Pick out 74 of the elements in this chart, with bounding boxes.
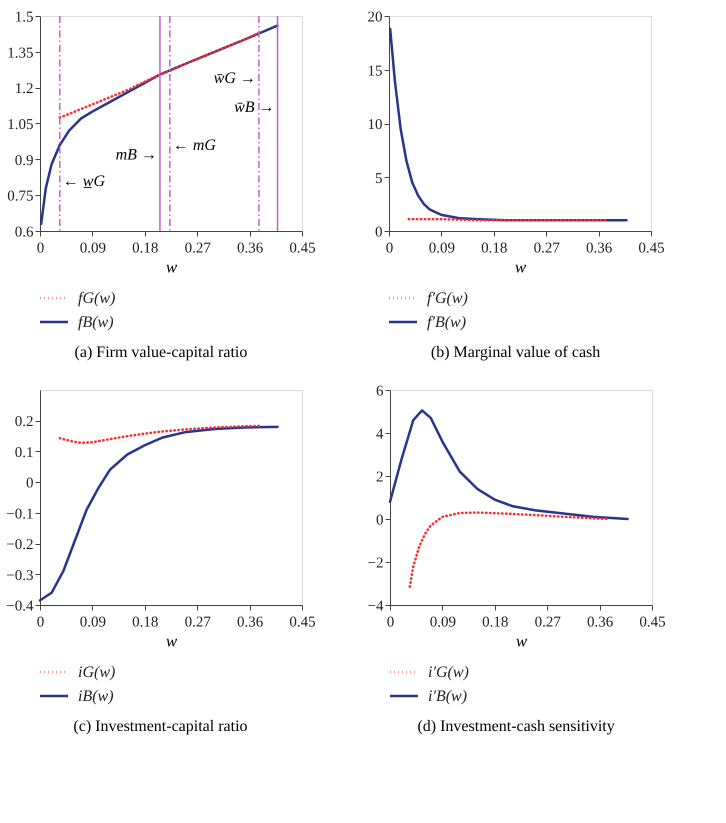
y-tick-label: 10 <box>368 117 382 133</box>
text: (b) Marginal value of cash <box>430 344 600 361</box>
y-tick-label: −0.2 <box>6 537 34 554</box>
line-series <box>408 511 610 588</box>
x-axis-title: w <box>166 258 178 276</box>
y-tick-label: −2 <box>368 556 384 572</box>
line-series <box>58 424 260 444</box>
y-tick-label: 0 <box>375 224 382 240</box>
x-tick-label: 0.18 <box>132 614 158 630</box>
y-tick-label: −0.4 <box>6 598 34 614</box>
x-axis-title: w <box>514 258 527 276</box>
x-tick-label: 0.09 <box>430 614 456 630</box>
y-tick-label: −4 <box>368 598 384 614</box>
y-tick-label: −0.3 <box>6 568 34 584</box>
y-tick-label: 1.5 <box>14 10 34 26</box>
annotation: w̄B → <box>234 98 275 116</box>
line-series <box>58 31 260 119</box>
text: (d) Investment-cash sensitivity <box>417 718 615 735</box>
line-series <box>388 409 629 520</box>
x-tick-label: 0.18 <box>482 614 508 630</box>
legend-label: fB(w) <box>78 314 114 331</box>
x-tick-label: 0.36 <box>586 240 613 256</box>
y-tick-label: 15 <box>368 63 382 80</box>
x-tick-label: 0.09 <box>80 614 106 630</box>
legend-label: iG(w) <box>78 664 116 681</box>
legend-label: f′G(w) <box>427 290 468 307</box>
annotation: w̄G → <box>214 70 256 88</box>
x-tick-label: 0.27 <box>184 240 212 256</box>
x-tick-label: 0 <box>36 240 44 256</box>
x-tick-label: 0.36 <box>236 240 264 256</box>
legend-label: i′G(w) <box>428 664 469 681</box>
y-tick-label: 0.9 <box>14 152 34 169</box>
x-axis-title: w <box>166 632 178 650</box>
y-tick-label: 0 <box>26 476 34 492</box>
x-tick-label: 0.27 <box>534 614 562 630</box>
y-tick-label: 20 <box>368 10 382 26</box>
x-tick-label: 0.45 <box>639 614 666 630</box>
x-tick-label: 0.18 <box>132 240 158 256</box>
y-tick-label: 0.1 <box>14 444 34 461</box>
y-tick-label: 6 <box>376 384 384 400</box>
legend-label: f′B(w) <box>427 314 466 331</box>
line-series <box>38 426 279 602</box>
legend-label: fG(w) <box>78 290 116 307</box>
x-tick-label: 0.09 <box>428 240 456 256</box>
annotation: ← mG <box>172 137 216 154</box>
x-tick-label: 0.45 <box>638 240 665 256</box>
y-tick-label: 0 <box>376 512 384 528</box>
x-tick-label: 0 <box>36 614 44 630</box>
x-axis-title: w <box>516 632 528 650</box>
y-tick-label: 2 <box>376 470 384 486</box>
text: (c) Investment-capital ratio <box>73 718 248 735</box>
legend-label: iB(w) <box>78 688 114 705</box>
legend-label: i′B(w) <box>428 688 468 705</box>
annotation: mB → <box>116 146 157 164</box>
y-tick-label: 1.2 <box>14 81 34 98</box>
x-tick-label: 0.36 <box>586 614 614 630</box>
x-tick-label: 0.36 <box>236 614 264 630</box>
y-tick-label: 0.75 <box>7 188 34 205</box>
y-tick-label: 5 <box>375 170 382 187</box>
x-tick-label: 0.09 <box>80 240 106 256</box>
text: (a) Firm value-capital ratio <box>74 344 248 361</box>
y-tick-label: 0.6 <box>14 224 34 240</box>
x-tick-label: 0.18 <box>481 240 508 256</box>
y-tick-label: 0.2 <box>14 414 34 430</box>
y-tick-label: 1.35 <box>7 45 34 62</box>
y-tick-label: 4 <box>376 426 384 442</box>
x-tick-label: 0.27 <box>184 614 212 630</box>
y-tick-label: 1.05 <box>7 117 34 133</box>
x-tick-label: 0.45 <box>289 240 316 256</box>
x-tick-label: 0 <box>386 614 394 630</box>
x-tick-label: 0.45 <box>289 614 316 630</box>
x-tick-label: 0.27 <box>534 240 560 256</box>
annotation: ← w̲G <box>62 172 106 190</box>
y-tick-label: −0.1 <box>6 506 34 522</box>
